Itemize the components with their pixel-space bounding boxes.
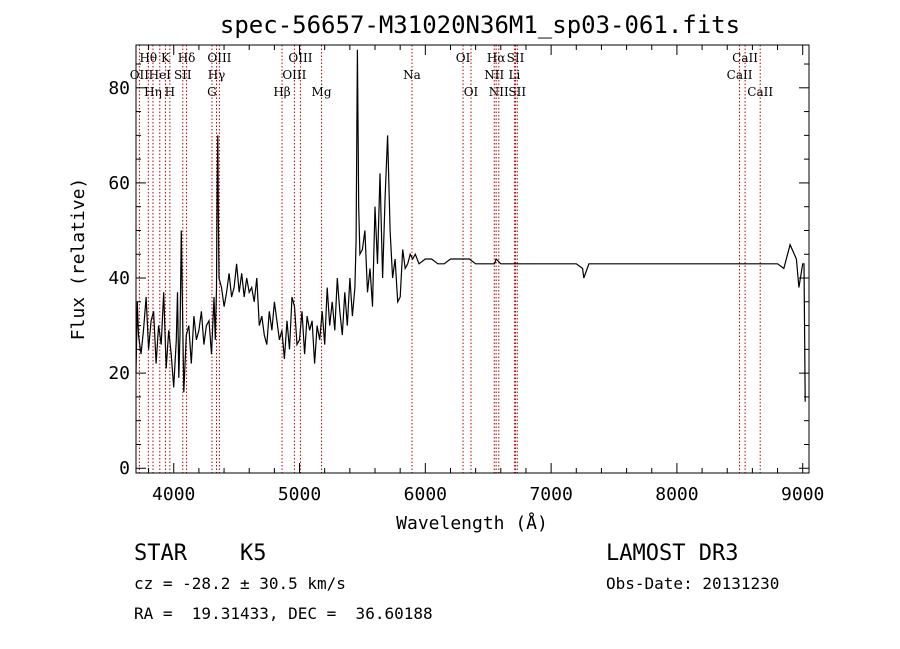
chart-title: spec-56657-M31020N36M1_sp03-061.fits bbox=[220, 11, 740, 39]
spectral-line-label: OI bbox=[456, 51, 471, 65]
spectral-line-label: Hδ bbox=[178, 51, 196, 65]
spectrum-line bbox=[135, 49, 806, 402]
object-class: STAR bbox=[134, 541, 187, 566]
spectral-line-label: H bbox=[165, 85, 175, 99]
spectral-line-label: SII bbox=[507, 51, 525, 65]
spectral-line-label: Hθ bbox=[139, 51, 157, 65]
emission-line-markers bbox=[138, 45, 761, 473]
spectral-line-label: Hα bbox=[487, 51, 506, 65]
spectral-line-label: OIII bbox=[288, 51, 312, 65]
spectral-line-label: Mg bbox=[312, 85, 332, 99]
spectral-line-label: OII bbox=[130, 68, 150, 82]
spectral-line-label: OI bbox=[464, 85, 479, 99]
spectral-line-label: SII bbox=[508, 85, 526, 99]
spectral-line-label: CaII bbox=[727, 68, 753, 82]
spectral-line-label: Na bbox=[403, 68, 421, 82]
x-axis-label: Wavelength (Å) bbox=[396, 512, 548, 534]
x-tick-label: 8000 bbox=[655, 484, 698, 505]
spectral-line-label: HeI bbox=[149, 68, 172, 82]
obs-date: Obs-Date: 20131230 bbox=[606, 574, 780, 593]
x-tick-label: 6000 bbox=[404, 484, 447, 505]
spectral-line-label: G bbox=[207, 85, 217, 99]
y-tick-label: 0 bbox=[119, 458, 130, 479]
survey-name: LAMOST DR3 bbox=[606, 541, 739, 566]
spectral-line-label: Li bbox=[508, 68, 520, 82]
y-tick-label: 60 bbox=[108, 173, 130, 194]
y-axis: 0 20 40 60 80 bbox=[108, 63, 809, 479]
coordinates: RA = 19.31433, DEC = 36.60188 bbox=[134, 604, 433, 623]
spectral-line-label: K bbox=[161, 51, 171, 65]
spectral-line-label: SII bbox=[174, 68, 192, 82]
y-tick-label: 40 bbox=[108, 268, 130, 289]
y-axis-label: Flux (relative) bbox=[68, 178, 89, 341]
x-tick-label: 5000 bbox=[278, 484, 321, 505]
y-tick-label: 20 bbox=[108, 363, 130, 384]
spectral-line-label: Hη bbox=[144, 85, 162, 99]
redshift-text: cz = -28.2 ± 30.5 km/s bbox=[134, 574, 346, 593]
y-tick-label: 80 bbox=[108, 78, 130, 99]
spectral-line-label: OIII bbox=[282, 68, 306, 82]
x-axis: 4000 5000 6000 7000 8000 9000 bbox=[148, 45, 824, 505]
x-tick-label: 4000 bbox=[152, 484, 195, 505]
spectral-line-label: NII bbox=[489, 85, 509, 99]
plot-frame bbox=[135, 44, 810, 474]
spectral-line-label: NII bbox=[484, 68, 504, 82]
spectral-line-label: CaII bbox=[747, 85, 773, 99]
x-tick-label: 7000 bbox=[529, 484, 572, 505]
spectral-line-label: CaII bbox=[732, 51, 758, 65]
spectral-line-label: Hγ bbox=[208, 68, 226, 82]
object-subclass: K5 bbox=[240, 541, 267, 566]
x-tick-label: 9000 bbox=[781, 484, 824, 505]
spectral-line-label: Hβ bbox=[273, 85, 290, 99]
spectral-line-label: OIII bbox=[207, 51, 231, 65]
